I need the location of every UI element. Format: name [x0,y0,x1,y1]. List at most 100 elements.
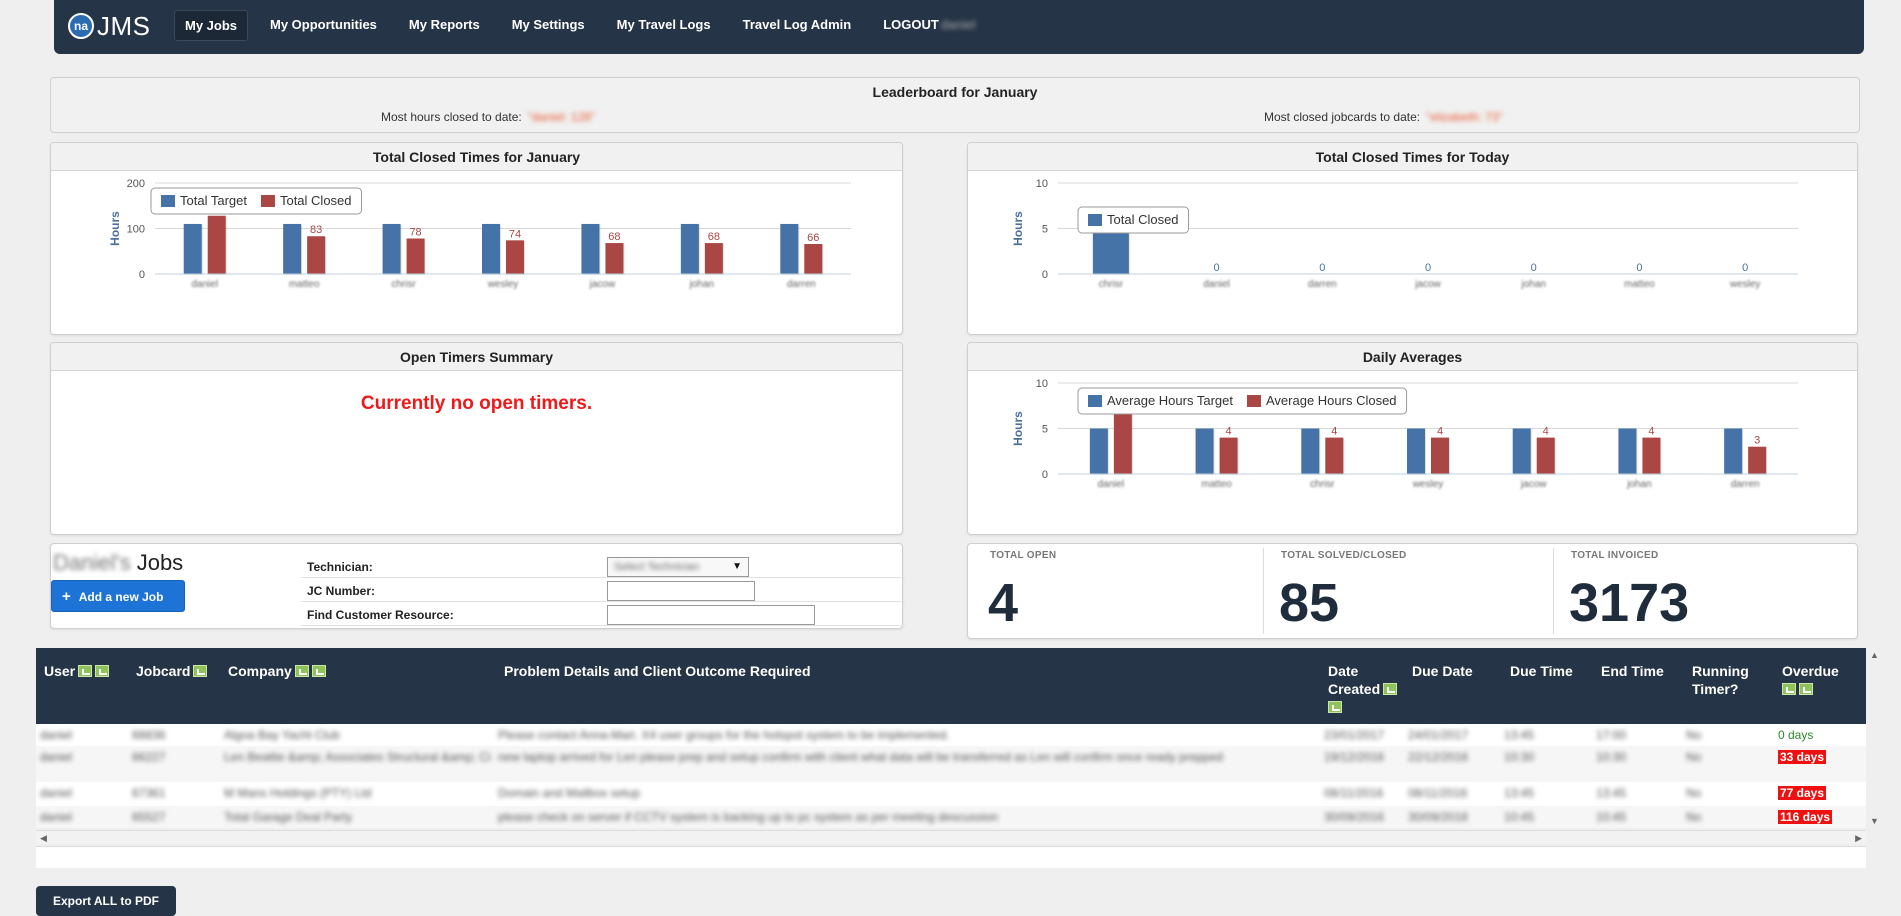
x-tick-label: daniel [1098,479,1125,490]
header-company[interactable]: Company [228,662,326,680]
customer-resource-input[interactable] [607,605,815,625]
header-end-time[interactable]: End Time [1601,663,1664,679]
cell-end-time: 10:45 [1596,810,1627,824]
cell-created: 19/12/2016 [1324,750,1385,764]
logout-username: daniel [940,17,976,32]
nav-my-opportunities[interactable]: My Opportunities [270,17,377,32]
table-row[interactable]: daniel 68836 Algoa Bay Yacht Club Please… [36,724,1866,746]
nav-my-reports[interactable]: My Reports [408,17,480,32]
add-new-job-button[interactable]: + Add a new Job [51,580,185,612]
scroll-down-icon[interactable]: ▼ [1870,816,1879,826]
nav-logout[interactable]: LOGOUT daniel [873,10,985,41]
data-label: 66 [807,232,819,244]
header-user[interactable]: User [44,662,110,680]
bar [1407,428,1425,474]
sort-icon[interactable] [78,665,93,677]
cell-due-time: 13:45 [1504,786,1535,800]
leaderboard-jobcards-value: "elizabeth: 73" [1426,110,1503,124]
cell-due-date: 24/01/2017 [1408,728,1469,742]
legend-swatch [1088,395,1102,407]
cell-due-time: 10:45 [1504,810,1535,824]
nav-my-settings[interactable]: My Settings [511,17,585,32]
header-due-date[interactable]: Due Date [1412,663,1473,679]
cell-end-time: 13:45 [1596,786,1627,800]
data-label: 68 [708,231,720,243]
jobs-owner: Daniel's [53,550,131,575]
jc-number-input[interactable] [607,581,755,601]
sort-icon[interactable] [193,665,208,677]
export-pdf-button[interactable]: Export ALL to PDF [36,886,176,916]
data-label: 74 [509,228,521,240]
x-tick-label: matteo [1201,479,1232,490]
bar [482,223,500,274]
legend: Average Hours Target Average Hours Closed [1077,387,1408,415]
bar [1748,446,1767,474]
header-overdue-label: Overdue [1782,663,1839,679]
header-overdue[interactable]: Overdue [1782,662,1839,698]
nav-menu: My Jobs My Opportunities My Reports My S… [174,10,998,41]
bar [1618,428,1637,474]
nav-my-jobs[interactable]: My Jobs [174,10,249,41]
table-row[interactable]: daniel 65527 Total Garage Deal Party ple… [36,806,1866,828]
horizontal-scrollbar[interactable]: ◀ ▶ [36,830,1866,844]
legend-swatch [161,195,175,207]
sort-icon[interactable] [311,665,326,677]
data-label: 3 [1754,435,1760,447]
cell-jobcard[interactable]: 67361 [132,786,166,800]
nav-my-travel-logs[interactable]: My Travel Logs [616,17,711,32]
header-date-created[interactable]: Date Created [1328,662,1398,716]
data-label: 0 [1636,262,1642,274]
x-tick-label: jacow [1520,479,1547,490]
sort-icon[interactable] [95,665,110,677]
add-new-job-label: Add a new Job [78,590,164,604]
cell-jobcard[interactable]: 66227 [132,750,166,764]
y-axis-label: Hours [1011,211,1025,246]
header-running-timer[interactable]: Running Timer? [1692,662,1749,698]
technician-select-value: Select Technician [614,561,700,573]
x-tick-label: matteo [1624,279,1655,290]
leaderboard-jobcards-label: Most closed jobcards to date: [1264,110,1421,124]
scroll-right-icon[interactable]: ▶ [1855,833,1862,843]
table-footer [36,846,1866,868]
header-problem[interactable]: Problem Details and Client Outcome Requi… [504,663,811,679]
legend-swatch [260,195,275,207]
cell-running: No [1686,728,1702,742]
customer-resource-label: Find Customer Resource: [307,608,454,622]
scroll-left-icon[interactable]: ◀ [40,833,47,843]
sort-icon[interactable] [294,665,309,677]
sort-icon[interactable] [1799,683,1813,695]
data-label: 0 [1319,262,1325,274]
bar [680,223,699,274]
legend-swatch [1246,395,1261,407]
bar [1325,437,1344,474]
brand[interactable]: na JMS [68,9,151,43]
scroll-up-icon[interactable]: ▲ [1870,650,1879,660]
bar [804,243,823,274]
legend-box [1077,387,1408,415]
sort-icon[interactable] [1383,683,1398,695]
cell-end-time: 10:30 [1596,750,1627,764]
technician-select[interactable]: Select Technician ▼ [607,557,749,577]
cell-due-date: 30/09/2016 [1408,810,1469,824]
x-tick-label: matteo [289,279,320,290]
table-row[interactable]: daniel 67361 M Mans Holdings (PTY) Ltd D… [36,782,1866,806]
header-jobcard[interactable]: Jobcard [136,662,208,680]
bar [506,240,524,274]
cell-due-time: 13:45 [1504,728,1535,742]
header-company-label: Company [228,663,292,679]
table-row[interactable]: daniel 66227 Len Beattie &amp; Associate… [36,746,1866,782]
cell-jobcard[interactable]: 68836 [132,728,166,742]
cell-created: 08/11/2016 [1324,786,1384,800]
cell-jobcard[interactable]: 65527 [132,810,166,824]
closed-today-chart: 0510Hours5chrisr0daniel0darren0jacow0joh… [1011,178,1798,290]
header-due-time[interactable]: Due Time [1510,663,1573,679]
data-label: 0 [1531,262,1537,274]
x-tick-label: jacow [1414,279,1441,290]
plus-icon: + [62,588,71,605]
header-jobcard-label: Jobcard [136,663,191,679]
nav-travel-log-admin[interactable]: Travel Log Admin [742,17,852,32]
jobs-heading: Daniel's Jobs [53,550,183,576]
sort-icon[interactable] [1328,701,1342,713]
daily-averages-panel: Daily Averages 0 5 10 Hours daniel 4 matteo 4 ch… [967,342,1858,535]
sort-icon[interactable] [1782,683,1796,695]
